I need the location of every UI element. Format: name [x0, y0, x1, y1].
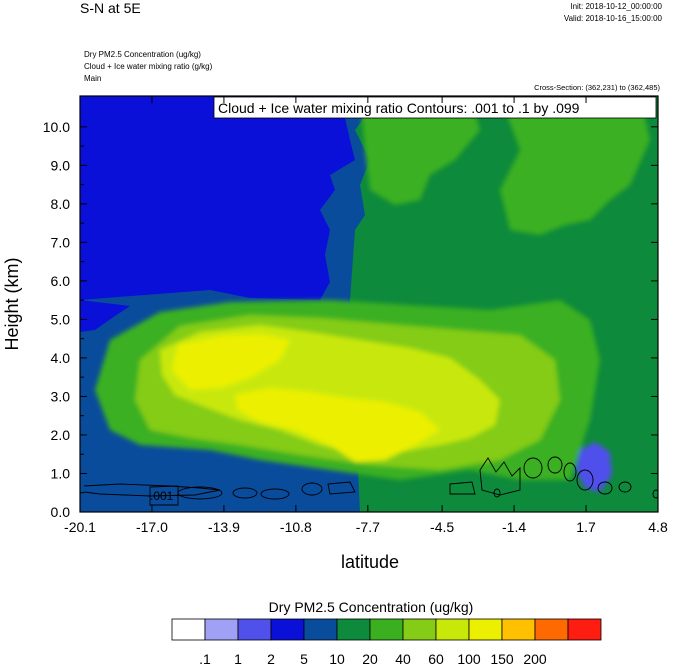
colorbar-swatch	[171, 618, 206, 641]
colorbar-label: 60	[428, 651, 444, 667]
region-100-150-b	[235, 388, 440, 462]
colorbar: .1 1 2 5 10 20 40 60 100 150 200	[171, 618, 602, 667]
cloud-contour	[479, 457, 521, 496]
x-tick-label: -17.0	[136, 519, 168, 535]
y-tick-label: 2.0	[51, 427, 71, 443]
cloud-contour	[327, 481, 356, 495]
y-tick-label: 5.0	[51, 311, 71, 327]
colorbar-label: 1	[234, 651, 242, 667]
x-tick-label: -13.9	[208, 519, 240, 535]
axes: -20.1 -17.0 -13.9 -10.8 -7.7 -4.5 -1.4 1.7 4.8 0.…	[43, 96, 668, 535]
valid-time: Valid: 2018-10-16_15:00:00	[563, 14, 662, 23]
y-tick-label: 7.0	[51, 234, 71, 250]
colorbar-swatch	[237, 618, 272, 641]
cloud-contour	[149, 485, 179, 506]
colorbar-swatch	[336, 618, 371, 641]
region-1-2	[576, 442, 612, 492]
colorbar-label: 40	[395, 651, 411, 667]
colorbar-label: 150	[490, 651, 514, 667]
y-tick-label: 1.0	[51, 465, 71, 481]
cloud-contour	[493, 488, 501, 498]
colorbar-label: 200	[523, 651, 547, 667]
contour-info: Cloud + Ice water mixing ratio Contours:…	[218, 100, 580, 116]
cloud-contour	[652, 489, 658, 499]
contour-info-box	[213, 96, 657, 119]
field-name-pm25: Dry PM2.5 Concentration (ug/kg)	[84, 50, 201, 59]
colorbar-swatch	[435, 618, 470, 641]
region-100-150-a	[172, 334, 290, 390]
y-tick-label: 10.0	[43, 119, 70, 135]
y-tick-label: 8.0	[51, 196, 71, 212]
x-tick-label: -20.1	[64, 519, 96, 535]
y-tick-label: 4.0	[51, 350, 71, 366]
colorbar-label: 100	[457, 651, 481, 667]
cloud-contour	[449, 481, 476, 495]
colorbar-swatch	[534, 618, 569, 641]
x-tick-label: 1.7	[576, 519, 596, 535]
colorbar-swatch	[567, 618, 602, 641]
x-tick-label: 4.8	[648, 519, 668, 535]
region-2-5	[80, 96, 360, 300]
x-tick-label: -1.4	[502, 519, 526, 535]
colorbar-swatch	[270, 618, 305, 641]
x-tick-label: -4.5	[430, 519, 454, 535]
field-name-main: Main	[84, 74, 102, 83]
y-tick-label: 3.0	[51, 388, 71, 404]
plot-area: .001	[80, 96, 658, 512]
colorbar-swatch	[204, 618, 239, 641]
colorbar-swatch	[303, 618, 338, 641]
colorbar-title: Dry PM2.5 Concentration (ug/kg)	[269, 599, 474, 615]
main-title: S-N at 5E	[80, 0, 141, 16]
cloud-contour	[523, 457, 543, 479]
cross-section-label: Cross-Section: (362,231) to (362,485)	[534, 83, 660, 92]
region-2-5-west	[80, 300, 130, 332]
y-axis-label: Height (km)	[2, 257, 22, 350]
cloud-contour	[301, 482, 323, 496]
y-tick-label: 6.0	[51, 273, 71, 289]
cloud-contour	[177, 486, 223, 500]
cloud-contour	[563, 462, 577, 482]
smoothed-regions	[95, 96, 650, 492]
colorbar-swatch	[468, 618, 503, 641]
cloud-contour	[618, 481, 632, 493]
colorbar-swatch	[402, 618, 437, 641]
y-tick-label: 0.0	[51, 504, 71, 520]
colorbar-swatch	[369, 618, 404, 641]
x-axis-label: latitude	[341, 552, 399, 572]
contour-label: .001	[150, 489, 174, 503]
colorbar-label: 5	[300, 651, 308, 667]
cloud-contour	[576, 469, 594, 491]
cloud-contour	[232, 487, 258, 499]
region-20-40-upper	[360, 96, 480, 205]
y-tick-label: 9.0	[51, 157, 71, 173]
cloud-contour	[547, 456, 563, 474]
colorbar-label: 20	[362, 651, 378, 667]
cloud-contours	[83, 456, 658, 506]
colorbar-label: 10	[329, 651, 345, 667]
region-20-40-ne	[500, 96, 650, 235]
x-tick-label: -10.8	[280, 519, 312, 535]
cloud-contour	[597, 481, 613, 495]
colorbar-label: .1	[199, 651, 211, 667]
cloud-contour	[260, 488, 290, 500]
field-name-cloud: Cloud + Ice water mixing ratio (g/kg)	[84, 62, 213, 71]
colorbar-label: 2	[267, 651, 275, 667]
plot-frame	[79, 95, 659, 513]
x-tick-label: -7.7	[356, 519, 380, 535]
colorbar-swatch	[501, 618, 536, 641]
init-time: Init: 2018-10-12_00:00:00	[570, 2, 662, 11]
